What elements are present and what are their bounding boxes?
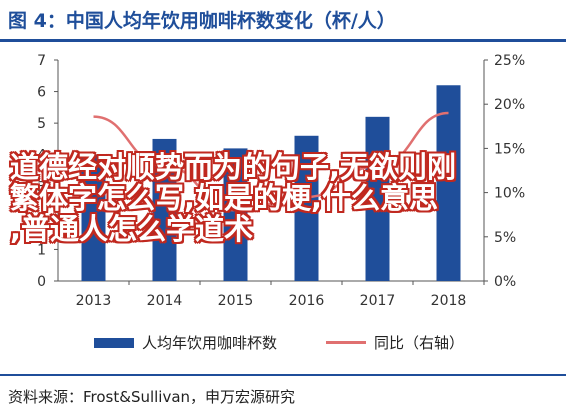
- right-tick-label: 10%: [494, 186, 525, 202]
- right-tick-label: 20%: [494, 97, 525, 113]
- watermark-overlay: 道德经对顺势而为的句子,无欲则刚 繁体字怎么写,如是的梗,什么意思 ,普通人怎么…: [10, 152, 560, 245]
- bar: [152, 138, 177, 281]
- right-tick-label: 25%: [494, 53, 525, 69]
- legend-line-swatch: [326, 341, 366, 344]
- left-tick-label: 0: [37, 274, 46, 290]
- source-note: 资料来源：Frost&Sullivan，申万宏源研究: [8, 388, 296, 406]
- right-tick-label: 15%: [494, 141, 525, 157]
- legend-item-line: 同比（右轴）: [326, 332, 464, 353]
- legend-bar-swatch: [94, 337, 134, 348]
- yoy-line: [93, 111, 449, 212]
- bar: [223, 148, 248, 281]
- bar: [81, 154, 106, 281]
- x-tick-label: 2014: [147, 293, 183, 309]
- left-tick-label: 3: [37, 179, 46, 195]
- title-divider: [0, 39, 566, 42]
- left-tick-label: 6: [37, 85, 46, 101]
- bar: [365, 116, 390, 281]
- left-tick-label: 1: [37, 242, 46, 258]
- x-tick-label: 2013: [76, 293, 112, 309]
- x-tick-label: 2015: [218, 293, 254, 309]
- left-tick-label: 4: [37, 148, 46, 164]
- x-tick-label: 2018: [431, 293, 467, 309]
- right-tick-label: 0%: [494, 274, 516, 290]
- legend-bar-label: 人均年饮用咖啡杯数: [142, 334, 278, 352]
- left-tick-label: 7: [37, 53, 46, 69]
- legend-item-bar: 人均年饮用咖啡杯数: [94, 332, 277, 353]
- bar: [436, 85, 461, 281]
- legend-line-label: 同比（右轴）: [374, 334, 465, 352]
- x-tick-label: 2016: [289, 293, 325, 309]
- overlay-line-1: 道德经对顺势而为的句子,无欲则刚: [10, 150, 457, 184]
- left-tick-label: 5: [37, 116, 46, 132]
- left-tick-label: 2: [37, 211, 46, 227]
- overlay-line-3: ,普通人怎么学道术: [10, 212, 254, 246]
- right-tick-label: 5%: [494, 230, 516, 246]
- overlay-line-2: 繁体字怎么写,如是的梗,什么意思: [10, 181, 439, 215]
- chart-area: 0 1 2 3 4 5 6 7 0% 5% 10% 15% 20% 25% 2013 2014 2015 2016…: [37, 53, 525, 309]
- footer-divider: [0, 374, 566, 376]
- chart-title: 图 4：中国人均年饮用咖啡杯数变化（杯/人）: [8, 10, 396, 32]
- x-tick-label: 2017: [360, 293, 396, 309]
- bar: [294, 135, 319, 281]
- legend: 人均年饮用咖啡杯数 同比（右轴）: [0, 330, 566, 356]
